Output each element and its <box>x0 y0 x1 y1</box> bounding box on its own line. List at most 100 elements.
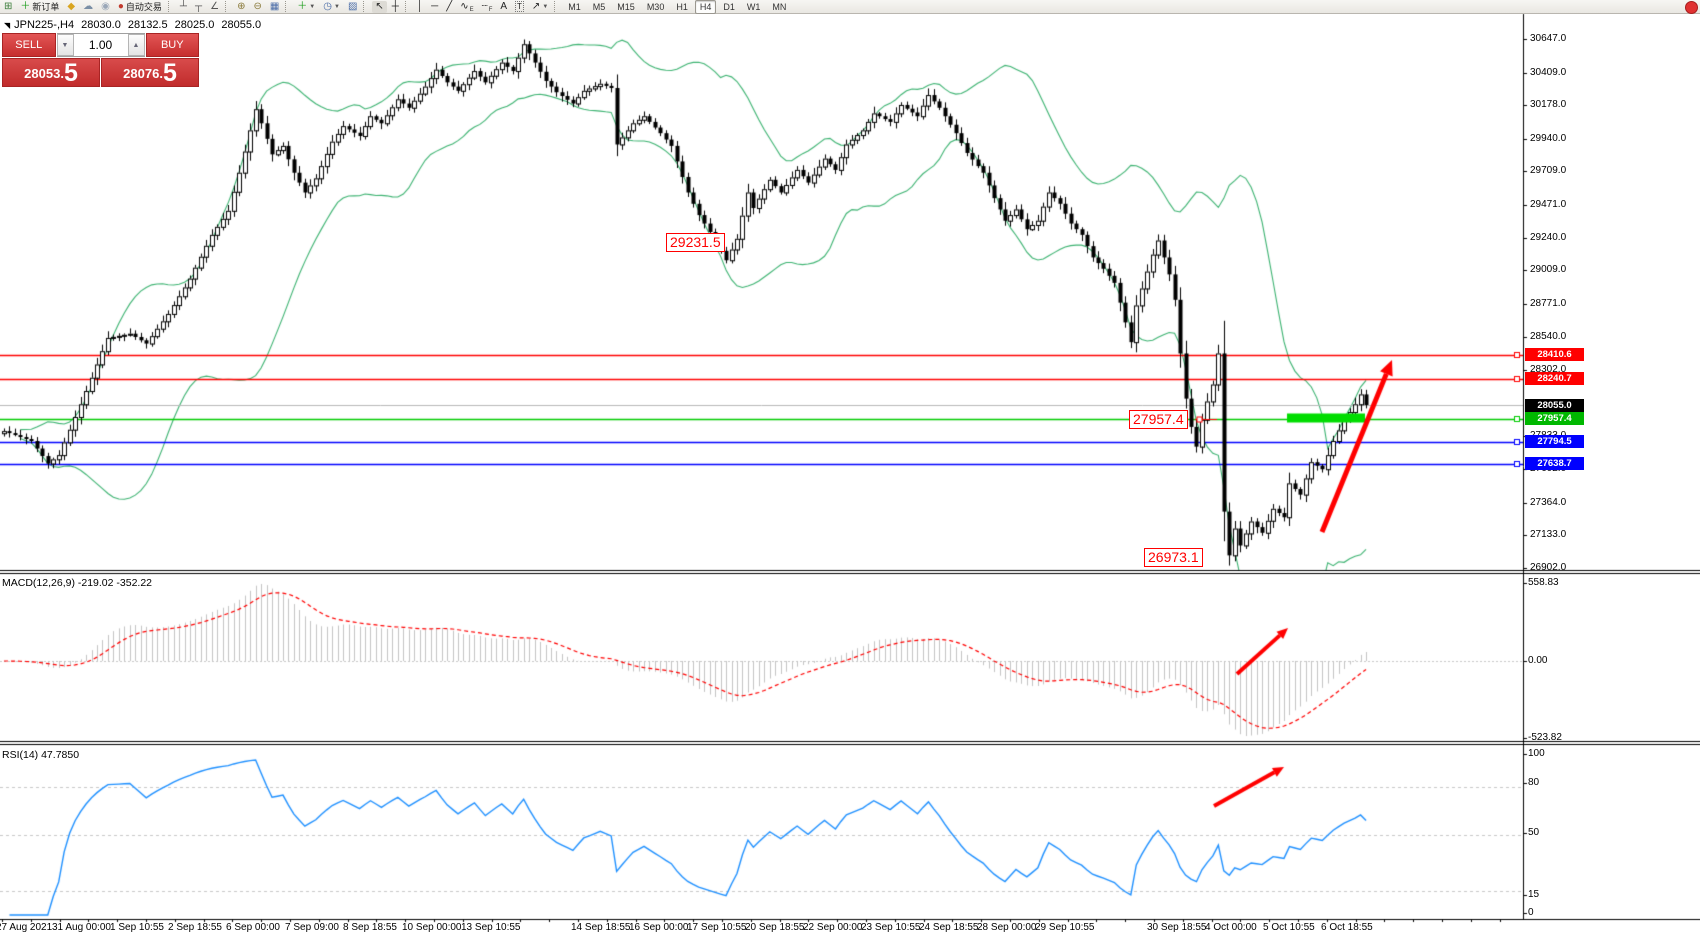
hline-icon: ─ <box>431 0 439 12</box>
toolbar-separator <box>285 1 291 12</box>
fibonacci-tool[interactable]: ┈ F <box>479 1 496 13</box>
date-label: 2 Sep 18:55 <box>168 922 222 933</box>
date-label: 14 Sep 18:55 <box>571 922 631 933</box>
tf-M1[interactable]: M1 <box>568 1 581 12</box>
tf-D1[interactable]: D1 <box>723 1 735 12</box>
text-tool[interactable]: A <box>497 1 510 13</box>
symbol-period: JPN225-,H4 <box>14 19 75 31</box>
date-label: 5 Oct 10:55 <box>1263 922 1315 933</box>
tf-M15[interactable]: M15 <box>617 1 635 12</box>
zoom-out-button[interactable]: ⊖ <box>250 1 264 13</box>
arrows-tool[interactable]: ↗ ▼ <box>529 1 551 13</box>
period-dropdown[interactable]: ◷ ▼ <box>320 1 343 13</box>
auto-trading-icon: ● <box>117 0 124 12</box>
add-indicator-button[interactable]: ＋ ▼ <box>294 1 318 13</box>
cursor-tool[interactable]: ↖ <box>372 0 387 13</box>
chart-scale-icon[interactable]: ∠ <box>207 1 222 13</box>
label-icon: T <box>515 1 524 12</box>
new-order-icon: ＋ <box>20 0 31 12</box>
label-tool[interactable]: T <box>512 1 527 13</box>
price-tick-label: 29940.0 <box>1530 132 1567 144</box>
buy-price[interactable]: 28076. 5 <box>101 58 199 87</box>
dropdown-caret-icon: ▼ <box>333 3 340 10</box>
tf-H1[interactable]: H1 <box>676 1 688 12</box>
price-tick-label: 30647.0 <box>1530 33 1567 44</box>
add-indicator-icon: ＋ <box>297 0 308 12</box>
date-label: 4 Oct 00:00 <box>1205 922 1257 933</box>
date-label: 28 Sep 00:00 <box>977 922 1037 933</box>
crosshair-tool[interactable]: ┼ <box>389 1 402 13</box>
templates-button[interactable]: ▨ <box>345 1 360 13</box>
chart-scale-icon-icon: ∠ <box>210 0 220 12</box>
price-tick-label: 28540.0 <box>1530 330 1567 342</box>
sell-price-dot: . <box>60 66 64 81</box>
text-icon: A <box>500 0 508 12</box>
toolbar: ⊞ ＋新订单 ◆ ☁ ◉ ● 自动交易 ┴ ┬ ∠ ⊕ ⊖ ▦ ＋ ▼ ◷ ▼ ▨ ↖ ┼ │ ─ ╱ ∿ E ┈ F A T ↗ ▼ M1 M… <box>0 0 1700 14</box>
vline-icon: │ <box>416 0 424 12</box>
rsi-indicator-label: RSI(14) 47.7850 <box>2 749 80 761</box>
date-label: 6 Oct 18:55 <box>1321 922 1373 933</box>
zoom-in-button[interactable]: ⊕ <box>234 1 248 13</box>
hline-tool[interactable]: ─ <box>428 1 441 13</box>
cursor-icon: ↖ <box>375 0 384 12</box>
tile-windows-icon: ▦ <box>269 0 280 12</box>
date-label: 17 Sep 10:55 <box>687 922 747 933</box>
history-center-icon[interactable]: ◆ <box>64 1 78 13</box>
date-label: 10 Sep 00:00 <box>402 922 462 933</box>
sell-price-frac: 5 <box>63 59 78 87</box>
new-chart-icon[interactable]: ⊞ <box>1 1 15 13</box>
price-tick-label: 29471.0 <box>1530 199 1567 211</box>
vline-tool[interactable]: │ <box>414 1 426 13</box>
sell-button[interactable]: SELL <box>2 33 56 57</box>
tf-W1[interactable]: W1 <box>746 1 761 12</box>
date-label: 24 Sep 18:55 <box>919 922 979 933</box>
sell-price[interactable]: 28053. 5 <box>2 58 100 87</box>
period-icon: ◷ <box>323 0 332 12</box>
chart-pointer-icon: ◥ <box>4 21 11 30</box>
signals-icon[interactable]: ◉ <box>98 1 113 13</box>
rsi-axis-label: 50 <box>1528 827 1540 838</box>
tf-M5[interactable]: M5 <box>592 1 606 12</box>
price-tick-label: 27133.0 <box>1530 529 1567 541</box>
one-click-trading-panel: SELL ▼ ▲ BUY 28053.5 28076.5 <box>2 33 199 87</box>
community-icon[interactable] <box>1685 1 1698 14</box>
tf-M30[interactable]: M30 <box>646 1 665 12</box>
volume-input[interactable] <box>73 34 128 56</box>
equidistant-channel-tool[interactable]: ∿ E <box>457 1 476 13</box>
buy-button[interactable]: BUY <box>145 33 199 57</box>
volume-increase-button[interactable]: ▲ <box>127 34 145 56</box>
chart-shift-icon[interactable]: ┴ <box>177 1 190 13</box>
cloud-icon-icon: ☁ <box>83 0 94 12</box>
dropdown-caret-icon: ▼ <box>309 3 316 10</box>
arrows-icon: ↗ <box>531 0 541 12</box>
auto-trading-button[interactable]: ● 自动交易 <box>115 1 165 13</box>
date-label: 22 Sep 00:00 <box>803 922 863 933</box>
macd-axis-label: 0.00 <box>1528 655 1548 666</box>
new-order-button-label: 新订单 <box>32 2 60 12</box>
tf-MN[interactable]: MN <box>772 1 787 12</box>
price-line-tag: 28055.0 <box>1525 398 1584 412</box>
ohlc-high: 28132.5 <box>127 19 168 31</box>
new-order-button[interactable]: ＋新订单 <box>17 1 62 13</box>
dropdown-caret-icon: ▼ <box>542 3 549 10</box>
buy-price-frac: 5 <box>162 59 177 87</box>
date-label: 31 Aug 00:00 <box>52 922 111 933</box>
trendline-tool[interactable]: ╱ <box>443 1 455 13</box>
toolbar-separator <box>363 1 369 12</box>
equidistant-channel-icon: ∿ <box>460 0 469 12</box>
price-tick-label: 29709.0 <box>1530 165 1567 177</box>
volume-decrease-button[interactable]: ▼ <box>56 34 74 56</box>
toolbar-separator <box>404 1 411 12</box>
date-label: 8 Sep 18:55 <box>343 922 397 933</box>
cloud-icon[interactable]: ☁ <box>80 1 96 13</box>
price-line-tag: 27638.7 <box>1525 457 1584 471</box>
macd-axis-label: -523.82 <box>1528 732 1562 743</box>
rsi-axis-label: 0 <box>1528 907 1534 918</box>
chart-autoscroll-icon[interactable]: ┬ <box>192 1 205 13</box>
tile-windows-button[interactable]: ▦ <box>267 1 282 13</box>
price-annotation: 29231.5 <box>666 233 725 252</box>
price-tick-label: 30178.0 <box>1530 99 1567 111</box>
tf-H4[interactable]: H4 <box>694 0 717 14</box>
